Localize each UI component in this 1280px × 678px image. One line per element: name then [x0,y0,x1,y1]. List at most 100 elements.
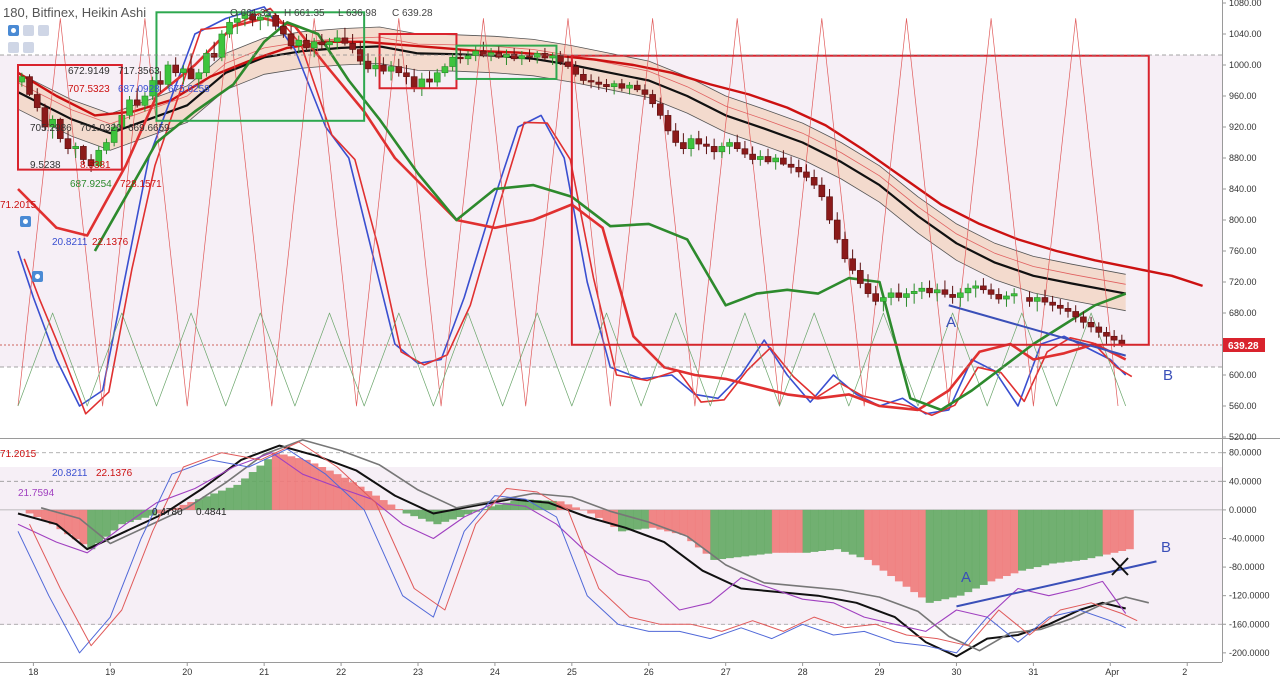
histogram-bar [318,467,327,510]
histogram-bar [418,509,427,519]
legend-settings-icon-2[interactable] [8,42,19,53]
candle-body [857,270,864,284]
histogram-bar [864,509,873,560]
histogram-bar [841,509,850,552]
legend-value: 707.5323 [68,84,110,95]
histogram-bar [518,499,527,510]
candle-body [972,285,979,289]
candle-body [841,239,849,260]
candle-body [249,13,256,21]
osc-tick-label: 40.0000 [1229,476,1262,486]
time-tick-label: Apr [1105,667,1119,677]
histogram-bar [1018,509,1027,571]
legend-value: 71.2015 [0,200,37,211]
price-tick-label: 1040.00 [1229,29,1262,39]
candle-body [933,289,941,294]
legend-settings-icon[interactable] [23,25,34,36]
histogram-bar [1010,509,1019,574]
histogram-bar [1041,509,1050,566]
candle-body [441,66,449,74]
time-tick-label: 26 [644,667,654,677]
histogram-bar [979,509,988,585]
histogram-bar [956,509,965,596]
candle-body [626,84,633,89]
histogram-bar [302,459,311,510]
candle-body [664,115,672,132]
histogram-bar [879,509,888,571]
time-tick-label: 19 [105,667,115,677]
histogram-bar [679,509,688,535]
candle-body [957,292,964,298]
histogram-bar [848,509,857,555]
histogram-bar [294,458,304,510]
legend-value: 701.0329 [80,123,122,134]
osc-legend-value: 21.7594 [18,488,55,499]
histogram-bar [1087,509,1096,559]
osc-blue-line [17,448,1126,654]
histogram-bar [933,509,942,602]
histogram-bar [148,509,157,516]
candle-body [110,126,118,143]
histogram-bar [887,509,896,577]
histogram-bar [794,509,804,553]
histogram-bar [833,509,842,550]
candle-body [572,66,579,75]
histogram-bar [964,509,973,593]
histogram-bar [248,472,257,510]
candle-body [64,138,72,149]
candle-body [226,22,233,35]
candle-body [257,16,264,21]
histogram-bar [402,509,411,514]
histogram-bar [1094,509,1104,557]
histogram-bar [171,507,180,510]
candle-body [780,157,787,165]
legend-eye-icon[interactable] [8,25,19,36]
candle-body [503,53,510,58]
ohlc-close: C 639.28 [392,8,433,19]
histogram-bar [225,487,234,510]
candle-body [449,56,456,67]
annotation-a-main: A [946,314,956,331]
candle-body [287,33,295,46]
histogram-bar [333,474,342,510]
price-tick-label: 880.00 [1229,153,1257,163]
histogram-bar [710,509,719,560]
histogram-bar [325,470,334,510]
legend-close-icon-2[interactable] [23,42,34,53]
histogram-bar [425,509,434,522]
legend-eye-icon[interactable] [32,271,43,282]
stoch-red-line [23,7,1133,417]
histogram-bar [787,509,796,553]
candle-body [1103,332,1110,337]
trendline-price-ab [948,304,1126,357]
histogram-bar [502,502,511,510]
legend-close-icon[interactable] [38,25,49,36]
chart-title: 180, Bitfinex, Heikin Ashi [3,5,146,20]
candle-body [749,153,756,160]
histogram-bar [1002,509,1011,577]
histogram-bar [641,509,650,529]
histogram-bar [179,504,188,510]
last-price-badge [1223,338,1265,352]
osc-grey-line [40,439,1149,652]
candle-body [826,196,833,221]
candle-body [872,293,879,302]
candle-body [341,37,349,44]
time-tick-label: 23 [413,667,423,677]
time-tick-label: 2 [1182,667,1187,677]
osc-legend-value: 0.4841 [196,507,227,518]
histogram-bar [118,509,127,525]
price-tick-label: 760.00 [1229,246,1257,256]
legend-eye-icon[interactable] [20,216,31,227]
histogram-bar [902,509,911,587]
candle-body [964,287,972,294]
histogram-bar [648,509,657,528]
time-tick-label: 21 [259,667,269,677]
candle-body [603,84,610,87]
candle-body [795,167,803,173]
candle-body [695,138,703,145]
oscillator-axis: 80.0000 40.0000 0.0000 -40.0000 -80.0000 -120… [1222,448,1270,658]
histogram-bar [587,509,596,514]
legend-value: 705.2986 [30,123,72,134]
